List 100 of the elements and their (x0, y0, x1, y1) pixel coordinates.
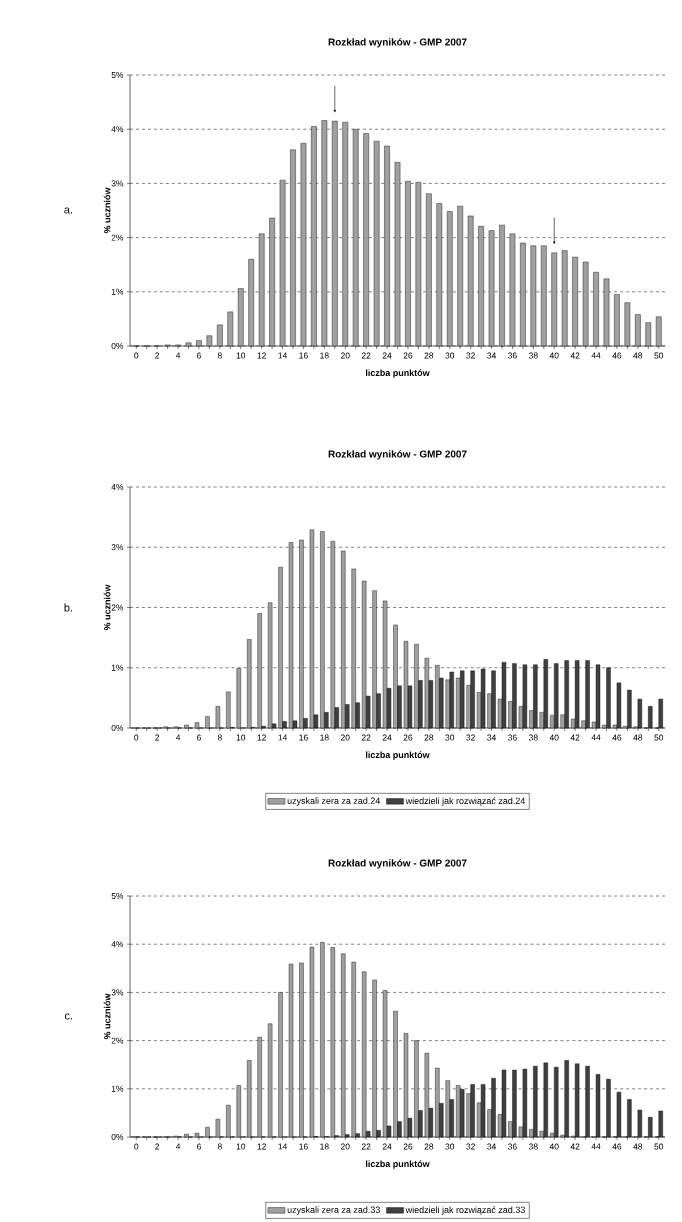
x-tick-label: 44 (591, 734, 601, 741)
x-tick-label: 16 (299, 1143, 308, 1150)
y-tick-label: 3% (111, 180, 124, 187)
x-axis-title: liczba punktów (366, 369, 430, 378)
y-tick-label: 5% (111, 893, 124, 899)
x-tick-label: 48 (633, 352, 643, 359)
x-tick-label: 6 (197, 352, 201, 359)
x-tick-label: 36 (508, 352, 517, 359)
x-tick-label: 30 (445, 352, 455, 359)
chart-title: Rozkład wyników - GMP 2007 (328, 859, 467, 869)
x-tick-label: 46 (612, 734, 622, 741)
x-tick-label: 28 (424, 352, 434, 359)
x-tick-label: 42 (570, 734, 580, 741)
x-tick-label: 10 (236, 352, 246, 359)
legend-label: uzyskali zera za zad.33 (287, 1206, 380, 1215)
x-tick-label: 6 (197, 1143, 201, 1150)
x-tick-label: 20 (340, 734, 350, 741)
x-tick-label: 34 (487, 734, 497, 741)
x-tick-label: 22 (361, 734, 371, 741)
x-tick-label: 30 (445, 734, 455, 741)
x-tick-label: 20 (340, 1143, 350, 1150)
x-tick-label: 4 (175, 352, 181, 359)
x-tick-label: 38 (528, 1143, 538, 1150)
x-tick-label: 2 (155, 352, 160, 359)
x-tick-label: 32 (466, 352, 475, 359)
x-tick-label: 44 (591, 1143, 601, 1150)
x-tick-label: 8 (217, 352, 222, 359)
x-tick-label: 40 (549, 734, 559, 741)
chart-title: Rozkład wyników - GMP 2007 (328, 38, 467, 48)
x-tick-label: 2 (155, 734, 160, 741)
x-tick-label: 12 (257, 1143, 266, 1150)
y-axis-title: % uczniów (103, 584, 111, 631)
x-tick-label: 38 (528, 734, 538, 741)
x-tick-label: 40 (549, 352, 559, 359)
x-tick-label: 16 (299, 352, 308, 359)
x-tick-label: 26 (403, 734, 413, 741)
y-tick-label: 3% (111, 544, 124, 551)
x-tick-label: 44 (591, 352, 601, 359)
x-tick-label: 4 (175, 734, 181, 741)
x-tick-label: 28 (424, 1143, 434, 1150)
x-tick-label: 50 (654, 734, 664, 741)
x-tick-label: 10 (236, 734, 246, 741)
x-tick-label: 14 (278, 1143, 288, 1150)
text: a. (64, 207, 72, 214)
y-tick-label: 0% (111, 1134, 124, 1141)
x-tick-label: 24 (382, 1143, 392, 1150)
y-tick-label: 1% (111, 1085, 124, 1092)
x-tick-label: 38 (528, 352, 538, 359)
y-axis-title: % uczniów (103, 187, 111, 234)
x-tick-label: 0 (134, 352, 139, 359)
y-tick-label: 0% (111, 725, 124, 731)
x-tick-label: 46 (612, 1143, 622, 1150)
x-tick-label: 0 (134, 734, 139, 741)
x-axis-title: liczba punktów (366, 1160, 430, 1169)
x-tick-label: 12 (257, 734, 266, 741)
x-tick-label: 24 (382, 352, 392, 359)
x-tick-label: 10 (236, 1143, 246, 1150)
x-tick-label: 22 (361, 1143, 371, 1150)
x-tick-label: 22 (361, 352, 371, 359)
y-tick-label: 2% (111, 1037, 124, 1044)
legend-label: wiedzieli jak rozwiązać zad.24 (405, 797, 525, 806)
x-tick-label: 26 (403, 1143, 413, 1150)
y-tick-label: 0% (111, 343, 124, 349)
x-tick-label: 42 (570, 352, 580, 359)
x-tick-label: 14 (278, 734, 288, 741)
x-tick-label: 36 (508, 734, 517, 741)
x-tick-label: 34 (487, 352, 497, 359)
y-tick-label: 3% (111, 989, 124, 996)
x-tick-label: 34 (487, 1143, 497, 1150)
y-tick-label: 1% (111, 664, 124, 671)
y-tick-label: 4% (111, 126, 124, 133)
x-tick-label: 26 (403, 352, 413, 359)
x-tick-label: 46 (612, 352, 622, 359)
x-tick-label: 18 (320, 1143, 329, 1150)
x-tick-label: 18 (320, 352, 329, 359)
x-tick-label: 8 (217, 1143, 222, 1150)
legend-label: wiedzieli jak rozwiązać zad.33 (405, 1206, 525, 1215)
x-tick-label: 48 (633, 734, 643, 741)
x-tick-label: 12 (257, 352, 266, 359)
y-tick-label: 4% (111, 484, 124, 490)
x-tick-label: 50 (654, 352, 664, 359)
x-tick-label: 32 (466, 734, 475, 741)
x-tick-label: 30 (445, 1143, 455, 1150)
x-tick-label: 14 (278, 352, 288, 359)
x-tick-label: 28 (424, 734, 434, 741)
chart-title: Rozkład wyników - GMP 2007 (328, 450, 467, 460)
x-tick-label: 0 (134, 1143, 139, 1150)
x-tick-label: 24 (382, 734, 392, 741)
x-tick-label: 4 (175, 1143, 181, 1150)
x-tick-label: 50 (654, 1143, 664, 1150)
x-tick-label: 36 (508, 1143, 517, 1150)
y-tick-label: 2% (111, 234, 124, 241)
y-tick-label: 2% (111, 604, 124, 611)
x-tick-label: 32 (466, 1143, 475, 1150)
legend-label: uzyskali zera za zad.24 (287, 797, 381, 806)
x-axis-title: liczba punktów (366, 751, 430, 760)
text: b. (64, 603, 72, 612)
x-tick-label: 40 (549, 1143, 559, 1150)
y-tick-label: 1% (111, 288, 124, 295)
y-axis-title: % uczniów (103, 993, 111, 1040)
